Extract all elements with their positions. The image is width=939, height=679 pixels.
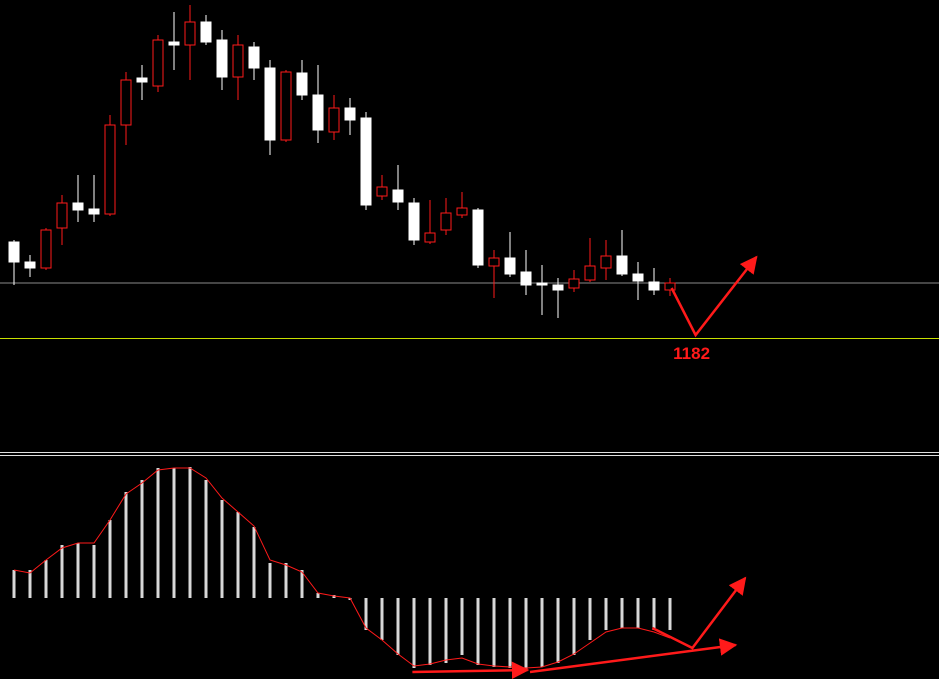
candle-body: [536, 282, 548, 286]
candle-body: [216, 39, 228, 78]
candle-body: [56, 202, 68, 229]
macd-bar: [300, 570, 304, 598]
macd-bar: [604, 598, 608, 630]
macd-bar: [188, 467, 192, 598]
macd-bar: [108, 520, 112, 598]
macd-bar: [524, 598, 528, 669]
macd-bar: [76, 543, 80, 598]
candle-body: [280, 71, 292, 141]
candle-body: [264, 67, 276, 141]
annotation-arrow: [529, 638, 738, 674]
candle-body: [520, 271, 532, 286]
macd-bar: [460, 598, 464, 655]
candle-body: [568, 278, 580, 289]
macd-bar: [508, 598, 512, 668]
macd-bar: [620, 598, 624, 628]
macd-bar: [476, 598, 480, 665]
annotation-arrow: [412, 661, 530, 679]
macd-bar: [492, 598, 496, 667]
candle-body: [488, 257, 500, 267]
candle-body: [664, 282, 676, 291]
annotation-label: 1182: [673, 344, 710, 363]
candle-body: [584, 265, 596, 281]
signal-line: [13, 467, 671, 669]
candle-body: [392, 189, 404, 203]
candle-body: [344, 107, 356, 121]
candle-body: [152, 39, 164, 87]
candle-body: [552, 284, 564, 291]
candle-body: [328, 107, 340, 133]
candle-body: [456, 207, 468, 216]
annotation-arrow: [670, 255, 758, 338]
macd-bar: [156, 468, 160, 598]
macd-bar: [284, 563, 288, 598]
candle-body: [136, 77, 148, 83]
macd-bar: [44, 560, 48, 598]
macd-bar: [668, 598, 672, 630]
candle-body: [40, 229, 52, 269]
macd-bar: [316, 593, 320, 598]
macd-bar: [12, 570, 16, 598]
candle-body: [120, 79, 132, 126]
candle-body: [8, 241, 20, 263]
macd-bar: [124, 492, 128, 598]
macd-bar: [396, 598, 400, 655]
candle-body: [72, 202, 84, 211]
macd-bar: [140, 480, 144, 598]
candle-body: [616, 255, 628, 275]
candle-body: [24, 261, 36, 269]
candle-body: [504, 257, 516, 275]
candle-body: [104, 124, 116, 215]
macd-bar: [172, 468, 176, 598]
macd-bar: [540, 598, 544, 667]
candle-body: [440, 212, 452, 231]
macd-bar: [364, 598, 368, 630]
candle-body: [472, 209, 484, 266]
macd-bar: [588, 598, 592, 640]
macd-bar: [636, 598, 640, 628]
macd-bar: [220, 500, 224, 598]
macd-bar: [204, 480, 208, 598]
candle-body: [600, 255, 612, 269]
candle-body: [312, 94, 324, 131]
macd-bar: [252, 527, 256, 598]
macd-bar: [380, 598, 384, 640]
macd-bar: [236, 512, 240, 598]
macd-bar: [556, 598, 560, 663]
candle-body: [376, 186, 388, 197]
macd-bar: [444, 598, 448, 663]
annotation-arrow: [651, 576, 747, 650]
candle-body: [648, 281, 660, 291]
candle-body: [248, 46, 260, 69]
candle-body: [408, 202, 420, 241]
candle-body: [184, 21, 196, 46]
candle-body: [632, 273, 644, 282]
macd-bar: [268, 563, 272, 598]
macd-bar: [92, 545, 96, 598]
candle-body: [232, 44, 244, 78]
macd-bar: [572, 598, 576, 655]
candle-body: [168, 41, 180, 46]
candle-body: [296, 72, 308, 96]
candle-body: [424, 232, 436, 243]
macd-bar: [28, 570, 32, 598]
candle-body: [360, 117, 372, 206]
macd-bar: [428, 598, 432, 665]
candle-body: [88, 208, 100, 215]
macd-bar: [652, 598, 656, 630]
candle-body: [200, 21, 212, 43]
macd-bar: [412, 598, 416, 668]
macd-bar: [60, 545, 64, 598]
